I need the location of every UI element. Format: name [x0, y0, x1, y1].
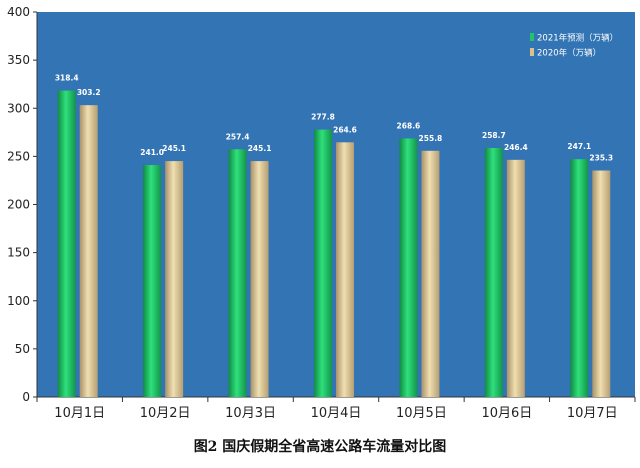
bar — [506, 159, 525, 397]
data-label: 255.8 — [419, 134, 443, 143]
x-tick-label: 10月7日 — [567, 406, 618, 421]
data-label: 246.4 — [504, 143, 528, 152]
legend: 2021年预测（万辆） 2020年（万辆） — [530, 33, 618, 59]
x-tick-label: 10月1日 — [54, 406, 105, 421]
x-tick-label: 10月6日 — [481, 406, 532, 421]
data-label: 277.8 — [311, 113, 335, 122]
data-label: 257.4 — [226, 132, 250, 141]
bars: 318.4 241.0 257.4 277.8 268.6 258.7 247.1 303.2… — [55, 74, 613, 398]
y-tick-label: 250 — [7, 149, 30, 163]
y-tick-label: 300 — [7, 101, 30, 115]
data-label: 303.2 — [77, 88, 101, 97]
legend-swatch — [530, 33, 534, 41]
y-tick-label: 200 — [7, 198, 30, 212]
bar — [228, 149, 247, 397]
data-label: 268.6 — [397, 121, 421, 130]
bar — [314, 129, 332, 397]
y-tick-label: 150 — [7, 246, 30, 260]
bar — [592, 170, 611, 397]
x-tick-label: 10月2日 — [140, 406, 191, 421]
y-tick-label: 50 — [15, 342, 30, 356]
legend-label: 2021年预测（万辆） — [537, 33, 618, 44]
x-tick-label: 10月4日 — [311, 406, 362, 421]
x-tick-label: 10月3日 — [225, 406, 276, 421]
legend-swatch — [530, 48, 534, 56]
y-tick-label: 400 — [7, 5, 30, 19]
bar — [165, 161, 184, 397]
data-label: 245.1 — [248, 144, 272, 153]
data-label: 258.7 — [482, 131, 506, 140]
legend-label: 2020年（万辆） — [537, 48, 601, 59]
data-label: 245.1 — [162, 144, 186, 153]
bar — [57, 90, 76, 397]
bar — [484, 148, 503, 397]
y-tick-label: 350 — [7, 53, 30, 67]
x-axis: 10月1日 10月2日 10月3日 10月4日 10月5日 10月6日 10月7日 — [36, 396, 636, 421]
y-tick-label: 100 — [7, 294, 30, 308]
bar — [570, 159, 589, 397]
data-label: 241.0 — [140, 148, 164, 157]
bar — [421, 150, 440, 397]
y-tick-label: 0 — [22, 390, 30, 404]
data-label: 264.6 — [333, 125, 357, 134]
bar — [399, 138, 418, 397]
figure-caption: 图2 国庆假期全省高速公路车流量对比图 — [193, 439, 447, 455]
bar — [250, 161, 269, 397]
bar — [143, 165, 162, 397]
data-label: 318.4 — [55, 74, 79, 83]
data-label: 247.1 — [567, 142, 591, 151]
y-axis: 0 50 100 150 200 250 300 350 400 — [7, 5, 38, 404]
x-tick-label: 10月5日 — [396, 406, 447, 421]
bar — [79, 105, 98, 398]
data-label: 235.3 — [589, 154, 613, 163]
bar — [336, 142, 354, 397]
